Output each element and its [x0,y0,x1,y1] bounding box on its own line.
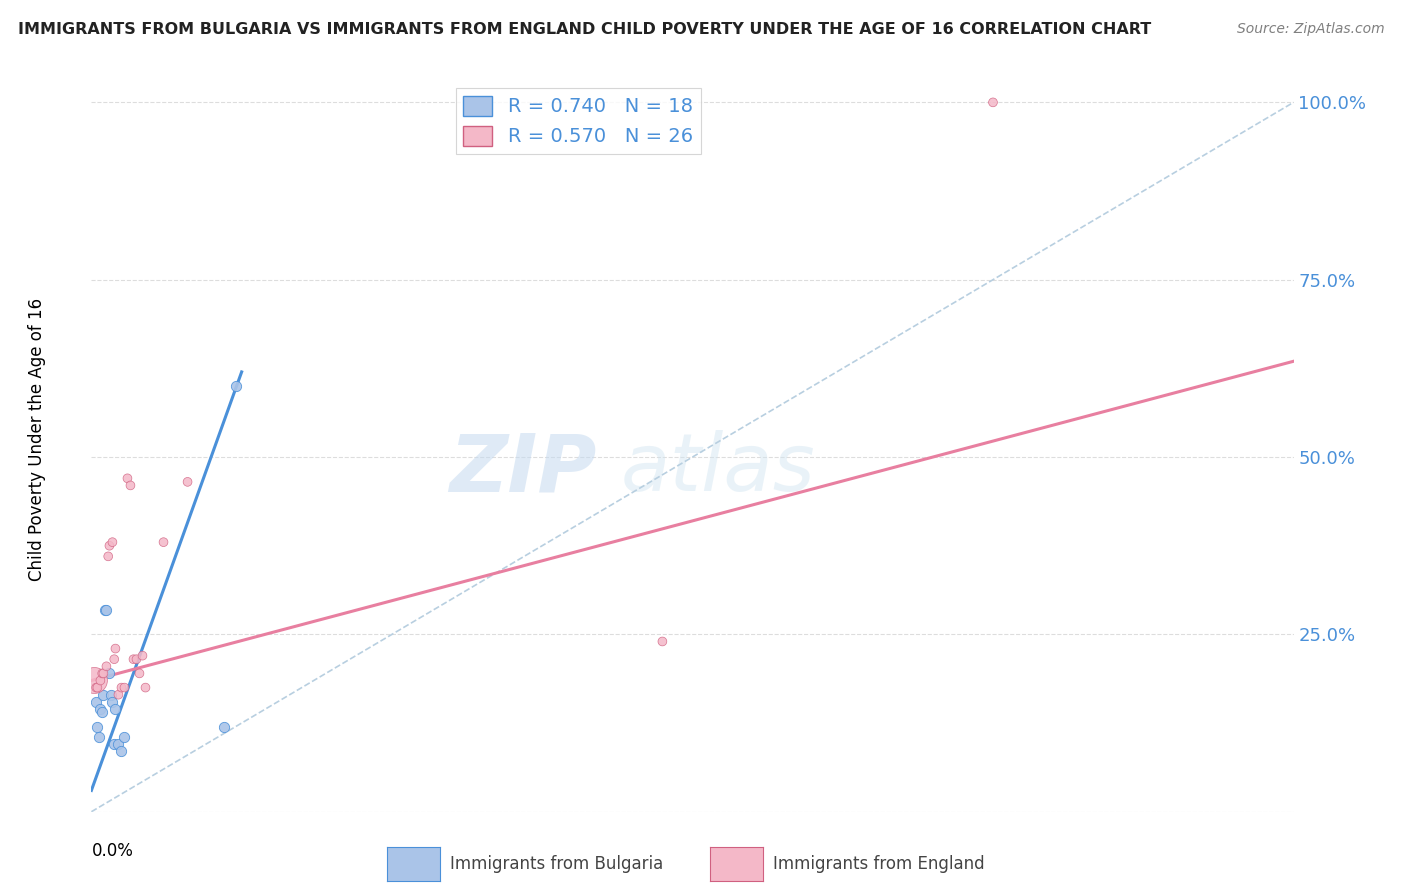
Point [98,539,121,553]
Point [91,666,114,681]
Point [96,602,118,616]
Point [131,648,153,663]
Text: Child Poverty Under the Age of 16: Child Poverty Under the Age of 16 [28,298,46,581]
Text: IMMIGRANTS FROM BULGARIA VS IMMIGRANTS FROM ENGLAND CHILD POVERTY UNDER THE AGE : IMMIGRANTS FROM BULGARIA VS IMMIGRANTS F… [18,22,1152,37]
Point [176,475,198,489]
Point [86,681,108,695]
Point [91,706,114,720]
Point [122,652,145,666]
Point [107,737,129,751]
Point [100,688,122,702]
Text: ZIP: ZIP [449,430,596,508]
Point [98,666,121,681]
Point [87,730,110,744]
Point [120,478,142,492]
Text: 0.0%: 0.0% [91,841,134,860]
Point [125,652,148,666]
Point [89,702,111,716]
Text: Source: ZipAtlas.com: Source: ZipAtlas.com [1237,22,1385,37]
Legend: R = 0.740   N = 18, R = 0.570   N = 26: R = 0.740 N = 18, R = 0.570 N = 26 [456,87,702,154]
Point [225,379,247,393]
Point [93,602,115,616]
Text: Immigrants from Bulgaria: Immigrants from Bulgaria [450,855,664,873]
Point [104,702,127,716]
Point [101,695,124,709]
Point [128,666,150,681]
Point [96,659,118,673]
Point [104,641,127,656]
Text: atlas: atlas [620,430,815,508]
Point [117,471,139,485]
Point [212,720,235,734]
Point [103,652,125,666]
Point [93,666,115,681]
Point [981,95,1004,110]
Point [97,549,120,564]
Point [110,744,132,758]
Point [84,695,107,709]
Point [89,673,111,688]
Point [110,681,132,695]
Point [107,688,129,702]
Point [83,673,105,688]
Point [114,681,136,695]
Point [651,634,673,648]
Point [114,730,136,744]
Point [93,688,115,702]
Point [134,681,156,695]
Point [101,535,124,549]
Point [103,737,125,751]
Point [84,681,107,695]
Point [152,535,174,549]
Text: Immigrants from England: Immigrants from England [773,855,986,873]
Point [86,720,108,734]
